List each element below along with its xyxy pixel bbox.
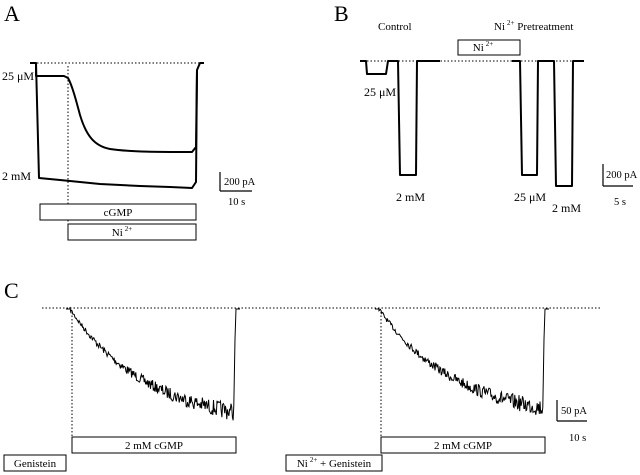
- panel-b-scale-current-label: 200 pA: [606, 170, 638, 181]
- panel-c-trace-ni-genistein: [375, 308, 549, 415]
- panel-a-cgmp-label: cGMP: [104, 207, 133, 219]
- panel-c: C Genistein 2 mM cGMP Ni 2+ + Genistein 2…: [3, 278, 600, 472]
- panel-b-ni-label: Ni 2+: [473, 40, 494, 54]
- panel-a-trace-2mm: [35, 62, 198, 189]
- panel-b-label-2mm-control: 2 mM: [396, 190, 425, 204]
- panel-b-ni-bar: [457, 39, 521, 56]
- panel-a-scale-time-label: 10 s: [228, 197, 245, 208]
- panel-a-label-2mm: 2 mM: [2, 169, 31, 183]
- panel-c-cgmp-label-2: 2 mM cGMP: [434, 440, 492, 452]
- panel-b-scale-time-label: 5 s: [614, 197, 626, 208]
- panel-a-trace-25um: [30, 62, 204, 153]
- panel-a-ni-bar: [67, 223, 197, 241]
- panel-b: B Control Ni 2+ Pretreatment Ni 2+ 25 μM 2…: [334, 1, 638, 215]
- panel-c-ni-genistein-label: Ni 2+ + Genistein: [297, 456, 372, 470]
- panel-c-scale-time-label: 10 s: [569, 433, 586, 444]
- panel-c-cgmp-label-1: 2 mM cGMP: [125, 440, 183, 452]
- panel-b-label-25um-pretreat: 25 μM: [514, 190, 546, 204]
- panel-b-pretreatment-label: Ni 2+ Pretreatment: [494, 19, 573, 33]
- panel-c-ni-genistein-bar: [285, 454, 383, 472]
- panel-c-cgmp-bar-1: [71, 436, 237, 454]
- panel-a-label-25um: 25 μM: [2, 69, 34, 83]
- panel-b-label-2mm-pretreat: 2 mM: [552, 201, 581, 215]
- panel-c-trace-control: [66, 306, 240, 421]
- panel-b-control-label: Control: [378, 21, 412, 33]
- panel-c-scale-current-label: 50 pA: [561, 406, 587, 417]
- panel-a-cgmp-bar: [39, 203, 197, 221]
- panel-c-cgmp-bar-2: [380, 436, 546, 454]
- panel-c-genistein-label: Genistein: [14, 458, 57, 470]
- panel-a: A 25 μM 2 mM cGMP Ni 2+ 200 pA 10 s: [2, 1, 256, 241]
- panel-b-label-25um-control: 25 μM: [364, 85, 396, 99]
- panel-b-trace-pretreatment: [512, 60, 584, 187]
- panel-a-letter: A: [4, 1, 20, 26]
- panel-b-trace-control: [360, 60, 440, 176]
- panel-a-ni-label: Ni 2+: [112, 225, 133, 239]
- panel-c-letter: C: [4, 278, 19, 303]
- panel-b-letter: B: [334, 1, 349, 26]
- panel-c-genistein-bar: [3, 454, 67, 472]
- panel-a-scale-current-label: 200 pA: [224, 177, 256, 188]
